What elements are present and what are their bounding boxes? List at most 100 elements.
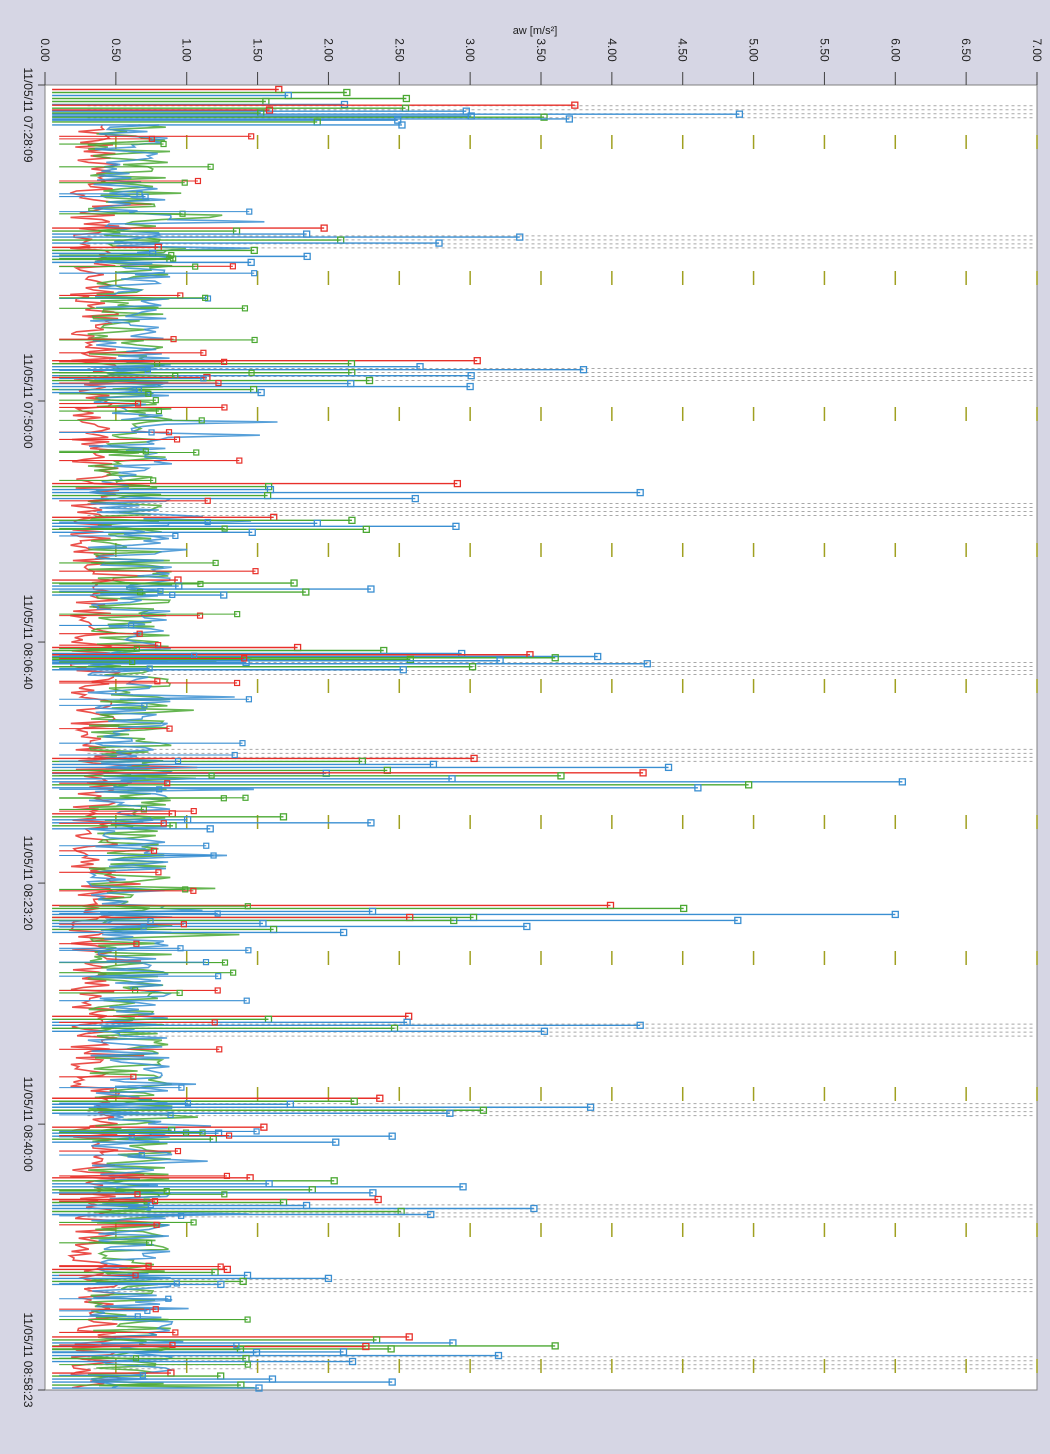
burst-marker bbox=[376, 1094, 384, 1102]
burst-marker bbox=[367, 585, 375, 593]
data-point bbox=[152, 397, 159, 404]
data-point bbox=[154, 678, 161, 685]
data-point bbox=[134, 1191, 141, 1198]
data-point bbox=[220, 795, 227, 802]
burst-marker bbox=[473, 357, 481, 365]
data-point bbox=[144, 367, 151, 374]
burst-marker bbox=[330, 1177, 338, 1185]
data-point bbox=[160, 140, 167, 148]
data-point bbox=[132, 1355, 140, 1362]
data-point bbox=[239, 740, 246, 747]
burst-marker bbox=[257, 388, 265, 397]
x-tick-label: 11/05/11 08:58:23 bbox=[21, 1313, 35, 1408]
data-point bbox=[229, 263, 236, 270]
data-point bbox=[236, 457, 243, 464]
data-point bbox=[146, 665, 153, 672]
data-point bbox=[142, 193, 149, 200]
data-point bbox=[174, 1147, 182, 1155]
burst-marker bbox=[467, 372, 475, 380]
data-point bbox=[245, 947, 252, 954]
data-point bbox=[156, 786, 163, 793]
data-point bbox=[152, 1306, 159, 1313]
burst-marker bbox=[374, 1195, 382, 1204]
burst-marker bbox=[350, 1097, 358, 1105]
y-tick-label: 2.50 bbox=[392, 38, 406, 62]
burst-marker bbox=[636, 488, 644, 497]
data-point bbox=[210, 852, 217, 859]
burst-marker bbox=[399, 666, 407, 674]
burst-marker bbox=[745, 781, 753, 789]
burst-marker bbox=[643, 660, 651, 668]
data-point bbox=[215, 973, 222, 980]
burst-marker bbox=[639, 769, 647, 777]
burst-marker bbox=[388, 1378, 396, 1386]
data-point bbox=[248, 133, 255, 140]
data-point bbox=[225, 1132, 233, 1139]
data-point bbox=[253, 1128, 260, 1135]
data-point bbox=[167, 1111, 174, 1118]
data-point bbox=[150, 847, 158, 854]
data-point bbox=[163, 1187, 170, 1195]
data-point bbox=[178, 1084, 185, 1091]
data-point bbox=[178, 1212, 185, 1219]
data-point bbox=[203, 842, 210, 849]
axes: 0.00 0.50 1.00 1.50 2.00 2.50 3.00 3.50 4.00 4.50… bbox=[21, 25, 1044, 1408]
data-point bbox=[140, 806, 147, 813]
data-point bbox=[177, 945, 184, 952]
burst-marker bbox=[339, 928, 348, 937]
data-point bbox=[134, 400, 142, 407]
data-point bbox=[147, 917, 154, 925]
y-tick-label: 5.00 bbox=[747, 38, 761, 62]
x-tick-label: 11/05/11 07:28:09 bbox=[21, 68, 35, 163]
data-point bbox=[202, 294, 209, 301]
data-point bbox=[145, 1262, 152, 1269]
burst-marker bbox=[452, 522, 460, 530]
x-tick-label: 11/05/11 08:40:00 bbox=[21, 1077, 35, 1172]
burst-marker bbox=[405, 1333, 413, 1341]
data-point bbox=[190, 808, 197, 815]
data-point bbox=[184, 1100, 192, 1107]
data-point bbox=[233, 679, 241, 687]
burst-marker bbox=[586, 1103, 595, 1111]
data-point bbox=[157, 588, 164, 595]
data-point bbox=[241, 305, 249, 312]
y-axis-label: aw [m/s²] bbox=[513, 25, 558, 37]
burst-marker bbox=[250, 246, 258, 255]
burst-marker bbox=[530, 1204, 538, 1213]
burst-marker bbox=[290, 579, 298, 587]
data-point bbox=[135, 386, 142, 393]
data-point bbox=[242, 794, 249, 801]
data-point bbox=[136, 630, 143, 637]
data-point bbox=[169, 591, 176, 599]
data-point bbox=[204, 497, 211, 504]
x-tick-label: 11/05/11 07:50:00 bbox=[21, 354, 35, 449]
data-point bbox=[217, 1263, 224, 1270]
x-tick-label: 11/05/11 08:23:20 bbox=[21, 836, 35, 931]
burst-marker bbox=[411, 494, 419, 503]
burst-marker bbox=[453, 479, 462, 488]
data-point bbox=[155, 869, 162, 876]
y-tick-label: 5.50 bbox=[817, 38, 831, 62]
data-point bbox=[221, 404, 228, 411]
y-tick-label: 0.00 bbox=[38, 38, 52, 62]
data-point bbox=[192, 263, 199, 270]
data-point bbox=[165, 1295, 172, 1302]
burst-marker bbox=[466, 382, 474, 391]
data-point bbox=[248, 369, 255, 376]
burst-marker bbox=[206, 825, 214, 833]
burst-marker bbox=[735, 110, 744, 118]
burst-marker bbox=[479, 1106, 488, 1114]
data-point bbox=[233, 1342, 240, 1349]
data-point bbox=[221, 959, 229, 966]
burst-marker bbox=[734, 916, 742, 925]
data-point bbox=[170, 336, 177, 343]
data-point bbox=[208, 772, 215, 779]
data-point bbox=[211, 1019, 218, 1026]
burst-marker bbox=[260, 1123, 268, 1131]
burst-marker bbox=[324, 1274, 333, 1283]
burst-marker bbox=[459, 1183, 467, 1191]
data-point bbox=[137, 589, 144, 596]
data-point bbox=[252, 568, 259, 575]
data-point bbox=[133, 645, 140, 652]
burst-marker bbox=[557, 772, 565, 780]
